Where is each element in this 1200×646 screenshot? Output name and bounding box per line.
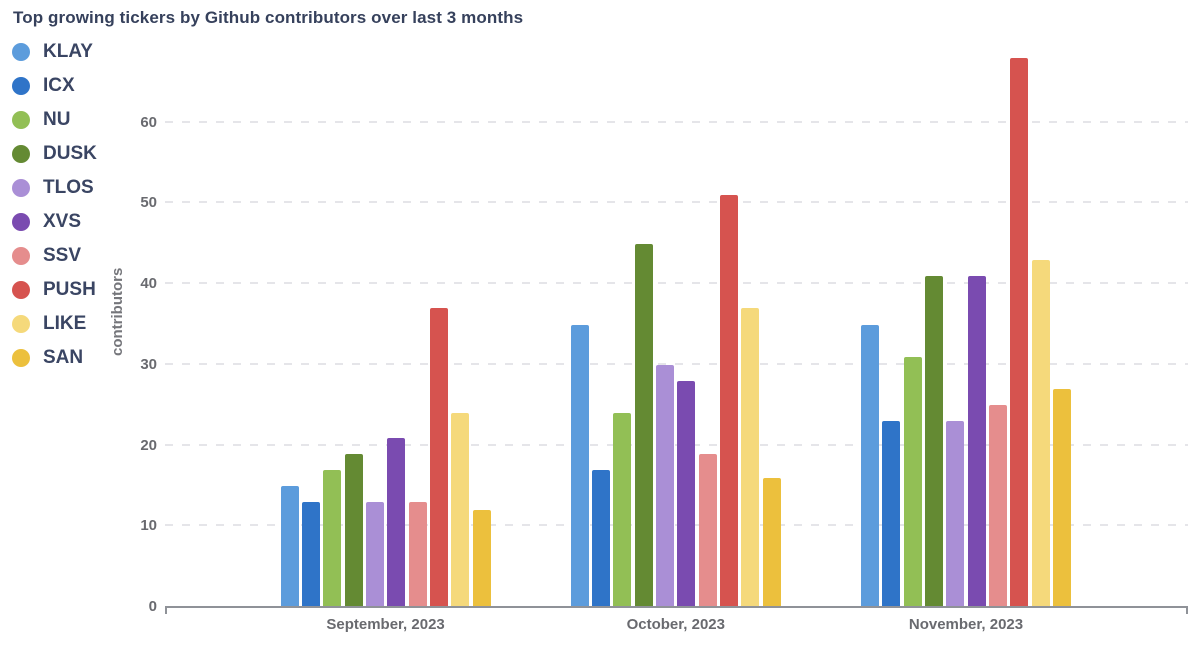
gridline-40 bbox=[165, 282, 1188, 285]
y-tick-label: 10 bbox=[140, 517, 157, 535]
bar-nu-2 bbox=[613, 413, 632, 607]
legend-label: KLAY bbox=[43, 41, 93, 62]
legend-label: SSV bbox=[43, 245, 82, 266]
legend-item-ssv[interactable]: SSV bbox=[12, 244, 97, 268]
legend-label: TLOS bbox=[43, 177, 94, 198]
legend-item-nu[interactable]: NU bbox=[12, 108, 97, 132]
bar-san-3 bbox=[1052, 389, 1071, 607]
y-tick-label: 40 bbox=[140, 275, 157, 293]
bar-push-1 bbox=[429, 308, 448, 607]
legend-label: PUSH bbox=[43, 279, 96, 300]
legend-swatch-icon bbox=[12, 213, 30, 231]
bar-ssv-1 bbox=[408, 502, 427, 607]
x-axis-labels: September, 2023 October, 2023 November, 20… bbox=[165, 616, 1188, 638]
chart-title: Top growing tickers by Github contributo… bbox=[13, 8, 524, 27]
legend-item-push[interactable]: PUSH bbox=[12, 278, 97, 302]
legend-label: NU bbox=[43, 109, 71, 130]
bar-klay-2 bbox=[570, 324, 589, 607]
legend-swatch-icon bbox=[12, 179, 30, 197]
legend-swatch-icon bbox=[12, 111, 30, 129]
legend-swatch-icon bbox=[12, 315, 30, 333]
gridline-60 bbox=[165, 120, 1188, 123]
bar-dusk-3 bbox=[924, 276, 943, 607]
legend: KLAY ICX NU DUSK TLOS XVS SSV PUSH LIKE SAN bbox=[12, 40, 97, 370]
legend-swatch-icon bbox=[12, 145, 30, 163]
legend-item-san[interactable]: SAN bbox=[12, 346, 97, 370]
y-tick-label: 30 bbox=[140, 355, 157, 373]
bar-push-2 bbox=[720, 195, 739, 607]
gridline-50 bbox=[165, 201, 1188, 204]
legend-item-dusk[interactable]: DUSK bbox=[12, 142, 97, 166]
bar-klay-3 bbox=[861, 324, 879, 607]
y-tick-label: 20 bbox=[140, 436, 157, 454]
legend-label: ICX bbox=[43, 75, 75, 96]
bar-klay-1 bbox=[280, 485, 299, 607]
legend-item-xvs[interactable]: XVS bbox=[12, 210, 97, 234]
x-tick-label: October, 2023 bbox=[626, 616, 725, 633]
legend-item-icx[interactable]: ICX bbox=[12, 74, 97, 98]
bar-icx-3 bbox=[882, 421, 901, 607]
bar-xvs-3 bbox=[967, 276, 986, 607]
legend-item-klay[interactable]: KLAY bbox=[12, 40, 97, 64]
bar-tlos-3 bbox=[946, 421, 965, 607]
bar-nu-3 bbox=[903, 356, 922, 607]
bar-dusk-1 bbox=[344, 453, 363, 607]
legend-label: XVS bbox=[43, 211, 82, 232]
bar-ssv-2 bbox=[698, 453, 717, 607]
x-tick-label: November, 2023 bbox=[908, 616, 1024, 633]
bar-nu-1 bbox=[323, 469, 342, 607]
legend-swatch-icon bbox=[12, 349, 30, 367]
legend-label: LIKE bbox=[43, 313, 87, 334]
bar-san-2 bbox=[762, 477, 781, 607]
bar-like-1 bbox=[451, 413, 470, 607]
x-tick-label: September, 2023 bbox=[326, 616, 445, 633]
plot-area bbox=[165, 42, 1188, 607]
x-axis-line bbox=[165, 606, 1188, 614]
bar-like-3 bbox=[1031, 259, 1050, 607]
gridline-10 bbox=[165, 524, 1188, 527]
legend-swatch-icon bbox=[12, 77, 30, 95]
bar-group-3 bbox=[861, 42, 1071, 607]
legend-label: SAN bbox=[43, 347, 84, 368]
legend-swatch-icon bbox=[12, 281, 30, 299]
y-tick-label: 50 bbox=[140, 194, 157, 212]
y-tick-label: 60 bbox=[140, 113, 157, 131]
gridline-30 bbox=[165, 362, 1188, 365]
bar-dusk-2 bbox=[634, 243, 653, 607]
legend-item-like[interactable]: LIKE bbox=[12, 312, 97, 336]
bar-group-2 bbox=[570, 42, 781, 607]
bar-like-2 bbox=[741, 308, 760, 607]
legend-swatch-icon bbox=[12, 43, 30, 61]
bar-icx-1 bbox=[301, 502, 320, 607]
bar-group-1 bbox=[280, 42, 491, 607]
y-axis: 0 10 20 30 40 50 60 bbox=[0, 42, 157, 615]
bar-tlos-1 bbox=[365, 502, 384, 607]
legend-label: DUSK bbox=[43, 143, 97, 164]
y-tick-label: 0 bbox=[148, 598, 157, 615]
bar-xvs-1 bbox=[387, 437, 406, 607]
legend-item-tlos[interactable]: TLOS bbox=[12, 176, 97, 200]
bar-tlos-2 bbox=[656, 364, 675, 607]
bar-ssv-3 bbox=[988, 405, 1007, 607]
bar-san-1 bbox=[472, 510, 491, 607]
bar-icx-2 bbox=[592, 469, 611, 607]
bar-xvs-2 bbox=[677, 381, 696, 607]
bar-push-3 bbox=[1010, 58, 1029, 607]
gridline-20 bbox=[165, 443, 1188, 446]
legend-swatch-icon bbox=[12, 247, 30, 265]
